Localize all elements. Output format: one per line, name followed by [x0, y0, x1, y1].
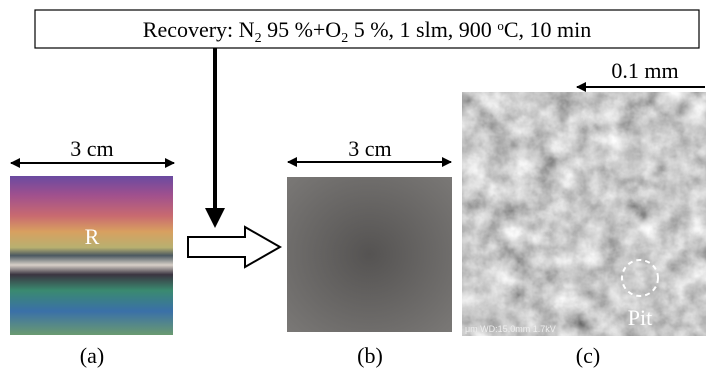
- down-arrow-head: [205, 208, 225, 228]
- header-part: 95 %+O: [262, 17, 342, 42]
- scale-label: 3 cm: [70, 136, 113, 161]
- sample-photo: [287, 177, 452, 332]
- header-part: 5 %, 1 slm, 900: [348, 17, 497, 42]
- scale-label: 3 cm: [348, 136, 391, 161]
- caption: (b): [357, 343, 383, 368]
- sample-photo: [10, 176, 173, 335]
- caption: (a): [80, 343, 104, 368]
- header-part: C, 10 min: [504, 17, 591, 42]
- sem-info: μm WD:15.0mm 1.7kV: [465, 324, 556, 334]
- header-part: Recovery: N: [143, 17, 255, 42]
- header-sub: 2: [255, 31, 262, 46]
- figure: Recovery: N2 95 %+O2 5 %, 1 slm, 900 oC,…: [0, 0, 706, 372]
- header-sub: 2: [341, 31, 348, 46]
- sem-image: [462, 92, 706, 336]
- process-arrow: [188, 227, 280, 267]
- header-text: Recovery: N2 95 %+O2 5 %, 1 slm, 900 oC,…: [143, 17, 591, 46]
- pit-label: Pit: [628, 305, 652, 330]
- scale-label: 0.1 mm: [611, 58, 678, 83]
- region-marker: R: [85, 224, 100, 249]
- caption: (c): [576, 343, 600, 368]
